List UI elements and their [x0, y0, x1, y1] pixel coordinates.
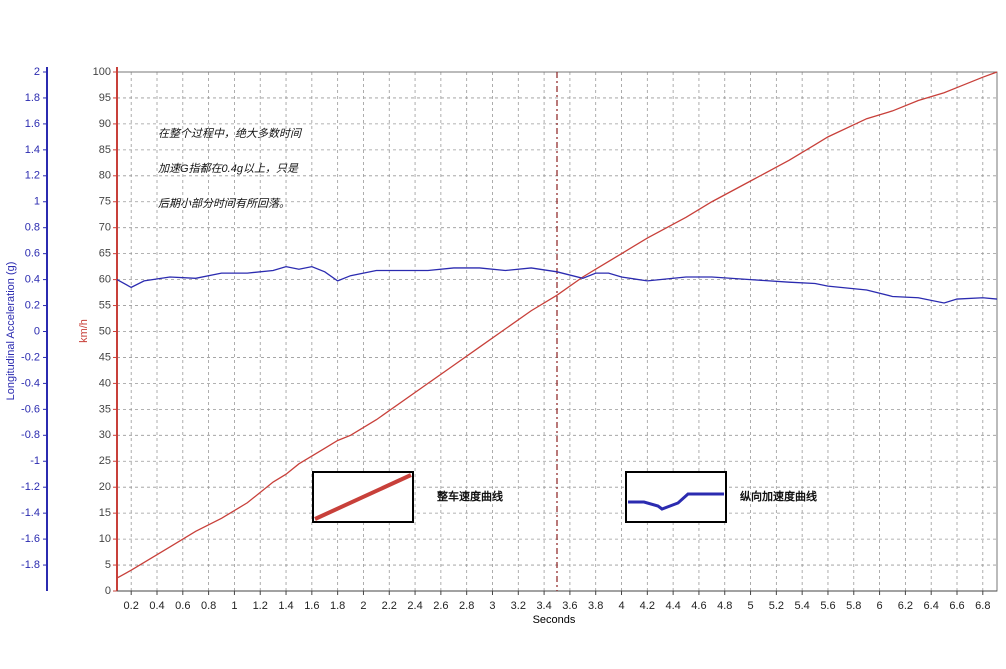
x-tick-label: 3.4 — [536, 600, 551, 612]
y2-tick-label: -1 — [30, 455, 40, 467]
y2-tick-label: -0.8 — [21, 429, 40, 441]
x-tick-label: 1.6 — [304, 600, 319, 612]
y2-tick-label: 0 — [34, 325, 40, 337]
x-tick-label: 3.6 — [562, 600, 577, 612]
y-tick-label: 85 — [99, 144, 111, 156]
legend-swatch — [314, 473, 412, 521]
y-tick-label: 10 — [99, 533, 111, 545]
y2-tick-label: -1.8 — [21, 559, 40, 571]
y2-tick-label: 2 — [34, 66, 40, 78]
y-tick-label: 50 — [99, 325, 111, 337]
series-line — [116, 265, 998, 304]
y2-tick-label: 0.2 — [25, 299, 40, 311]
legend-label: 整车速度曲线 — [436, 489, 503, 503]
x-tick-label: 4.2 — [640, 600, 655, 612]
x-tick-label: 6.2 — [898, 600, 913, 612]
y-tick-label: 5 — [105, 559, 111, 571]
x-tick-label: 6 — [877, 600, 883, 612]
x-tick-label: 5 — [747, 600, 753, 612]
y-tick-label: 25 — [99, 455, 111, 467]
y2-tick-label: -0.4 — [21, 377, 40, 389]
annotation: 后期小部分时间有所回落。 — [158, 197, 290, 210]
x-tick-label: 4.8 — [717, 600, 732, 612]
y2-tick-label: -0.2 — [21, 351, 40, 363]
y-tick-label: 60 — [99, 274, 111, 286]
y-tick-label: 95 — [99, 92, 111, 104]
x-tick-label: 6.6 — [949, 600, 964, 612]
annotation: 加速G指都在0.4g以上，只是 — [158, 162, 299, 175]
y-tick-label: 70 — [99, 222, 111, 234]
legend-swatch — [628, 492, 724, 511]
y2-tick-label: 1.8 — [25, 92, 40, 104]
y-tick-label: 80 — [99, 170, 111, 182]
y-tick-label: 65 — [99, 248, 111, 260]
x-tick-label: 1.2 — [253, 600, 268, 612]
y2-tick-label: 0.4 — [25, 274, 40, 286]
x-tick-label: 3.8 — [588, 600, 603, 612]
y-tick-label: 15 — [99, 507, 111, 519]
y-tick-label: 35 — [99, 403, 111, 415]
y-tick-label: 75 — [99, 196, 111, 208]
y2-tick-label: 1.2 — [25, 170, 40, 182]
legend-box — [625, 471, 727, 523]
y2-tick-label: 1 — [34, 196, 40, 208]
x-tick-label: 6.4 — [924, 600, 939, 612]
y2-tick-label: 1.6 — [25, 118, 40, 130]
annotation: 在整个过程中，绝大多数时间 — [158, 127, 303, 140]
y-tick-label: 0 — [105, 585, 111, 597]
x-tick-label: 0.8 — [201, 600, 216, 612]
x-tick-label: 0.4 — [149, 600, 164, 612]
y-tick-label: 55 — [99, 299, 111, 311]
x-tick-label: 5.4 — [795, 600, 810, 612]
y2-tick-label: 1.4 — [25, 144, 40, 156]
x-axis-label: Seconds — [533, 614, 576, 626]
y2-tick-label: -0.6 — [21, 403, 40, 415]
y2-tick-label: -1.2 — [21, 481, 40, 493]
y-axis-label: km/h — [78, 319, 90, 343]
y-tick-label: 30 — [99, 429, 111, 441]
x-tick-label: 6.8 — [975, 600, 990, 612]
x-tick-label: 1.4 — [278, 600, 293, 612]
y-tick-label: 45 — [99, 351, 111, 363]
y-tick-label: 20 — [99, 481, 111, 493]
x-tick-label: 3 — [489, 600, 495, 612]
y-tick-label: 40 — [99, 377, 111, 389]
x-tick-label: 1 — [231, 600, 237, 612]
x-tick-label: 2.2 — [382, 600, 397, 612]
x-tick-label: 0.6 — [175, 600, 190, 612]
x-tick-label: 1.8 — [330, 600, 345, 612]
y2-tick-label: 0.6 — [25, 248, 40, 260]
x-tick-label: 5.6 — [820, 600, 835, 612]
x-tick-label: 2.6 — [433, 600, 448, 612]
x-tick-label: 5.8 — [846, 600, 861, 612]
x-tick-label: 3.2 — [511, 600, 526, 612]
x-tick-label: 2 — [360, 600, 366, 612]
x-tick-label: 0.2 — [124, 600, 139, 612]
y2-tick-label: -1.6 — [21, 533, 40, 545]
x-tick-label: 2.8 — [459, 600, 474, 612]
x-tick-label: 2.4 — [407, 600, 422, 612]
x-tick-label: 4 — [618, 600, 624, 612]
y-tick-label: 90 — [99, 118, 111, 130]
legend-label: 纵向加速度曲线 — [740, 489, 817, 503]
x-tick-label: 4.4 — [665, 600, 680, 612]
y2-tick-label: 0.8 — [25, 222, 40, 234]
x-tick-label: 5.2 — [769, 600, 784, 612]
y-tick-label: 100 — [93, 66, 111, 78]
series-line — [116, 71, 998, 579]
y2-tick-label: -1.4 — [21, 507, 40, 519]
x-tick-label: 4.6 — [691, 600, 706, 612]
y2-axis-label: Longitudinal Acceleration (g) — [5, 262, 17, 401]
